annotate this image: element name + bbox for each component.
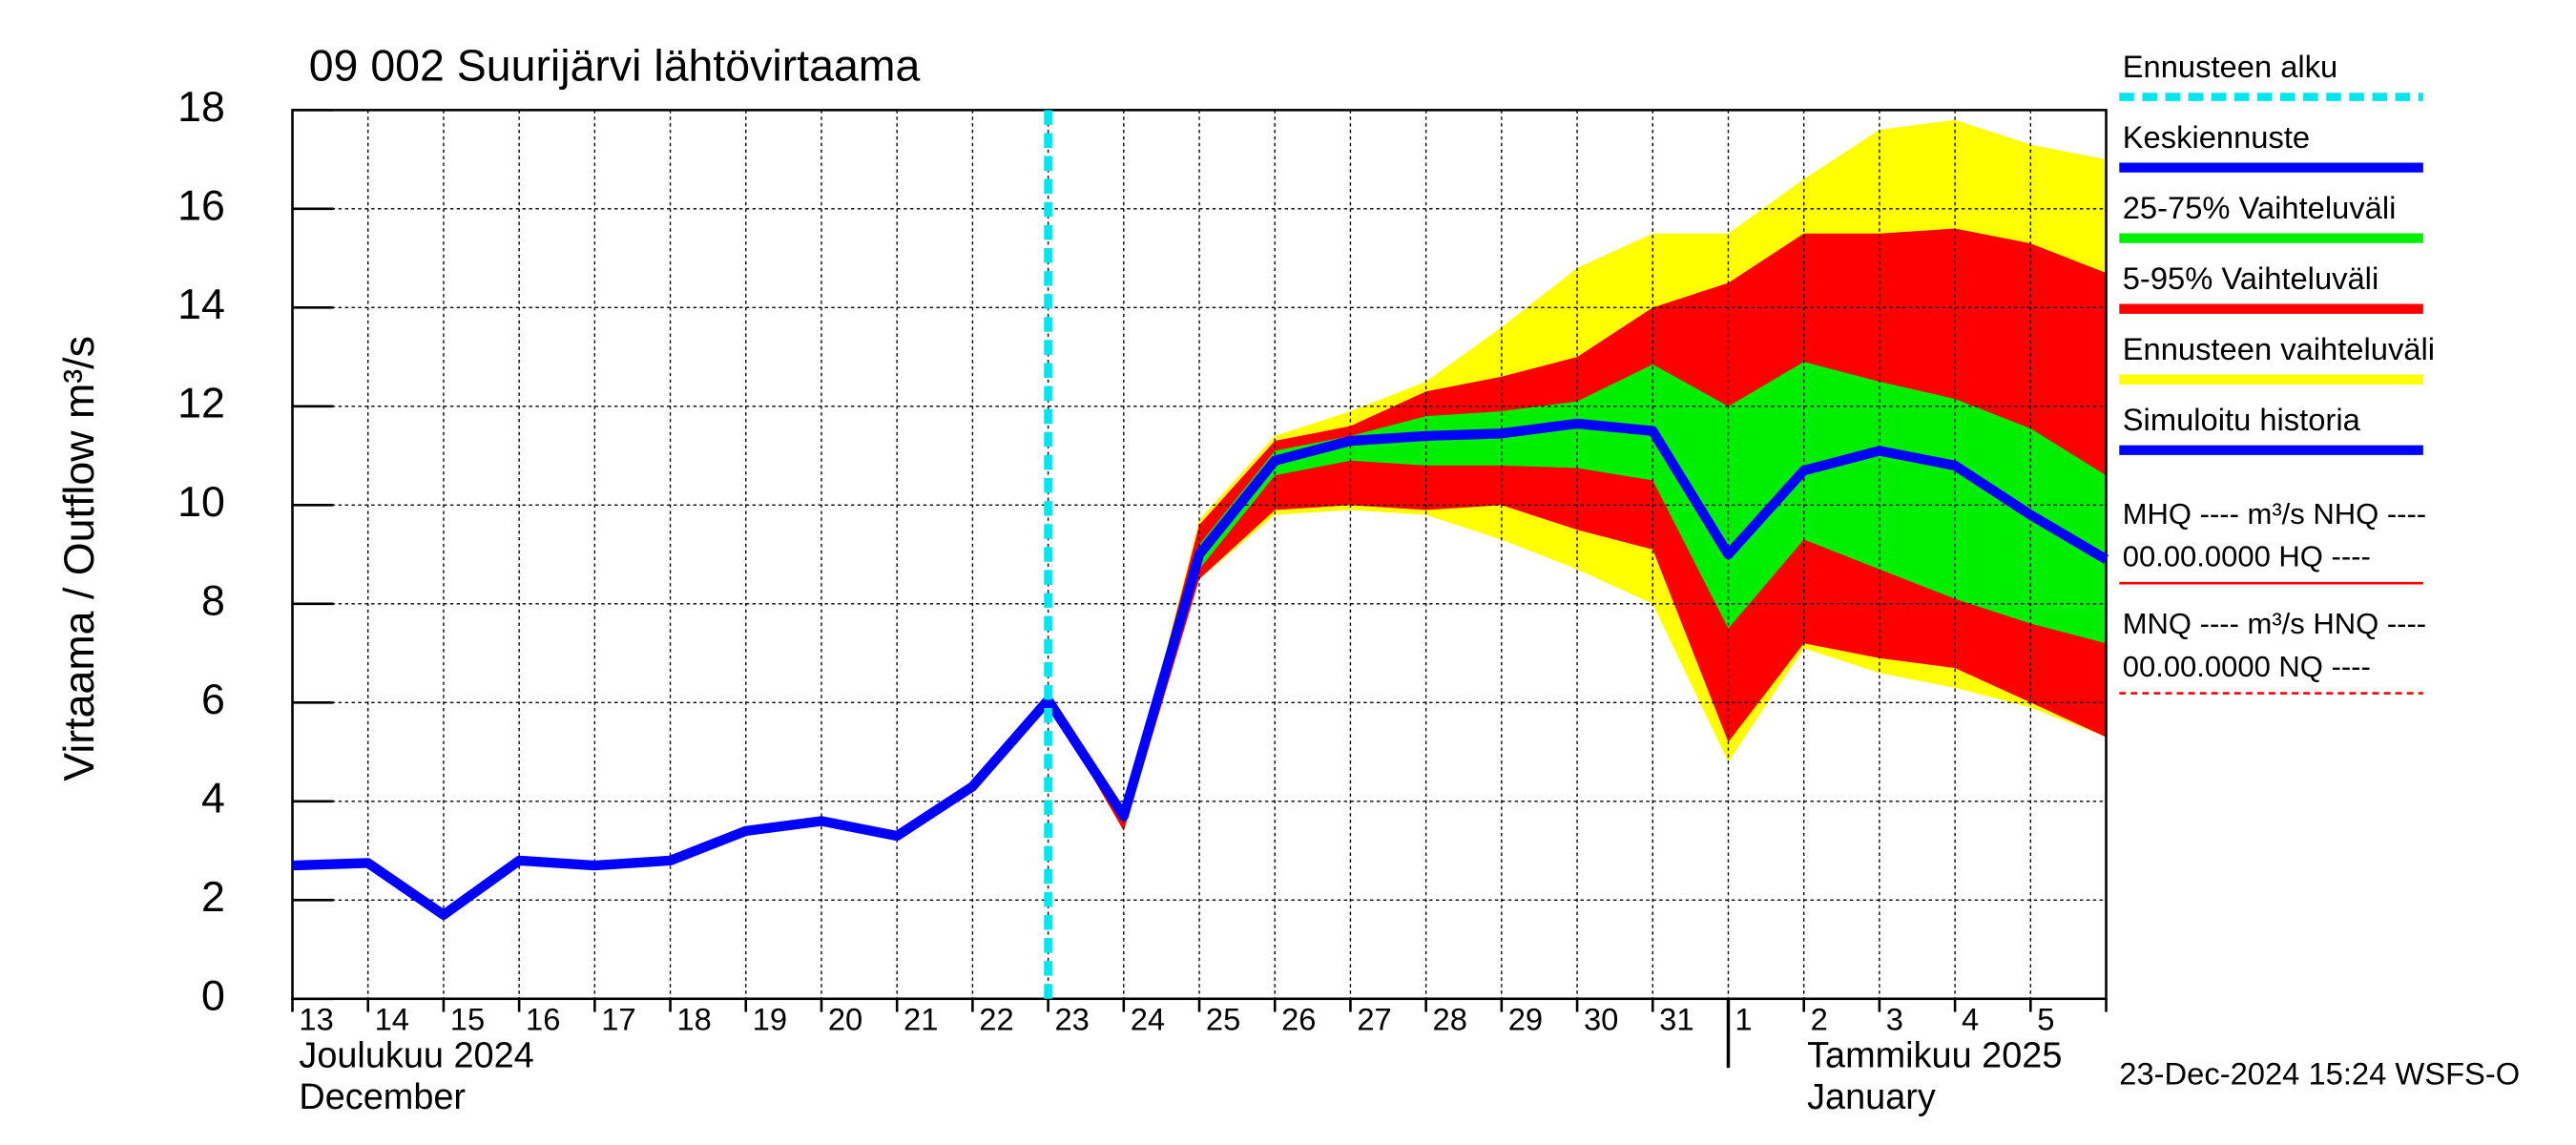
chart-title: 09 002 Suurijärvi lähtövirtaama: [309, 41, 921, 91]
x-tick-label: 21: [904, 1002, 938, 1037]
y-tick-label: 6: [201, 676, 225, 723]
legend-label: Ennusteen alku: [2123, 49, 2337, 84]
y-axis-label: Virtaama / Outflow m³/s: [55, 336, 103, 781]
y-tick-label: 12: [177, 380, 225, 427]
legend-label: Ennusteen vaihteluväli: [2123, 331, 2435, 366]
reference-note: 00.00.0000 HQ ----: [2123, 540, 2371, 573]
y-tick-label: 14: [177, 281, 225, 328]
y-tick-label: 18: [177, 83, 225, 131]
legend-label: Keskiennuste: [2123, 119, 2310, 155]
month-label: January: [1807, 1077, 1936, 1117]
y-tick-label: 2: [201, 873, 225, 921]
x-tick-label: 2: [1811, 1002, 1828, 1037]
x-tick-label: 22: [979, 1002, 1013, 1037]
x-tick-label: 25: [1206, 1002, 1240, 1037]
x-tick-label: 17: [601, 1002, 635, 1037]
month-label: Tammikuu 2025: [1807, 1036, 2062, 1076]
x-tick-label: 4: [1962, 1002, 1979, 1037]
reference-note: MHQ ---- m³/s NHQ ----: [2123, 497, 2426, 531]
footer: 23-Dec-2024 15:24 WSFS-O: [2119, 1055, 2520, 1091]
y-tick-label: 0: [201, 972, 225, 1020]
x-tick-label: 14: [375, 1002, 409, 1037]
legend-label: 25-75% Vaihteluväli: [2123, 190, 2397, 225]
y-tick-label: 8: [201, 577, 225, 625]
x-tick-label: 28: [1433, 1002, 1467, 1037]
month-label: Joulukuu 2024: [299, 1036, 533, 1076]
x-tick-label: 13: [299, 1002, 333, 1037]
x-tick-label: 30: [1584, 1002, 1618, 1037]
x-tick-label: 29: [1508, 1002, 1543, 1037]
reference-note: MNQ ---- m³/s HNQ ----: [2123, 607, 2426, 640]
x-tick-label: 15: [450, 1002, 485, 1037]
x-tick-label: 24: [1131, 1002, 1165, 1037]
x-tick-label: 20: [828, 1002, 862, 1037]
x-tick-label: 18: [676, 1002, 711, 1037]
x-tick-label: 23: [1054, 1002, 1089, 1037]
x-tick-label: 19: [753, 1002, 787, 1037]
x-tick-label: 1: [1735, 1002, 1752, 1037]
y-tick-label: 4: [201, 775, 225, 822]
legend-label: Simuloitu historia: [2123, 402, 2361, 437]
y-tick-label: 16: [177, 182, 225, 230]
forecast-band: [1048, 362, 2107, 822]
series-line: [292, 697, 1052, 920]
x-tick-label: 26: [1281, 1002, 1316, 1037]
x-tick-label: 3: [1886, 1002, 1903, 1037]
x-tick-label: 5: [2037, 1002, 2054, 1037]
reference-note: 00.00.0000 NQ ----: [2123, 650, 2371, 683]
legend-label: 5-95% Vaihteluväli: [2123, 260, 2379, 296]
x-tick-label: 31: [1659, 1002, 1693, 1037]
x-tick-label: 16: [526, 1002, 560, 1037]
y-tick-label: 10: [177, 478, 225, 526]
series-line: [1044, 418, 2109, 822]
month-label: December: [299, 1077, 466, 1117]
x-tick-label: 27: [1357, 1002, 1391, 1037]
